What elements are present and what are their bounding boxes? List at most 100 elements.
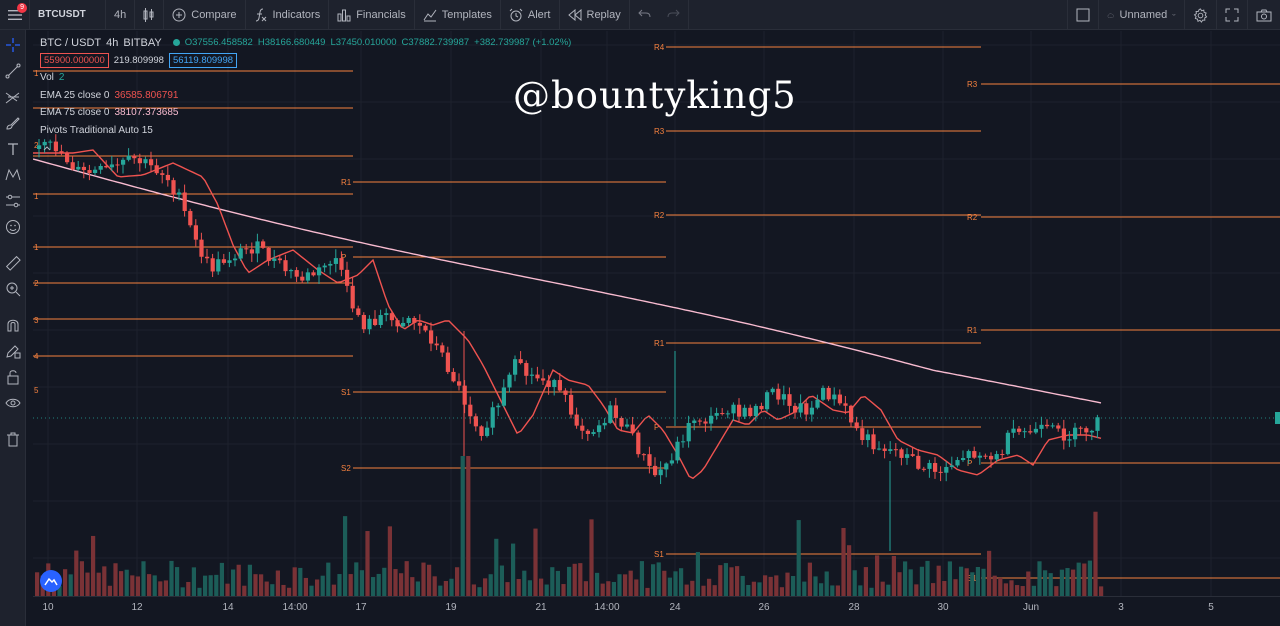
candle-body [165,174,170,181]
volume-bar [1048,573,1053,596]
lock-drawings-tool[interactable] [4,368,22,386]
pivots-label[interactable]: Pivots Traditional Auto 15 [40,124,153,136]
volume-bar [1054,586,1059,596]
cloud-icon [1107,13,1114,18]
volume-bar [303,577,308,596]
undo-icon [638,9,651,18]
brush-tool[interactable] [4,114,22,132]
volume-bar [886,584,891,596]
candle-body [776,388,781,400]
pivot-label: P [654,423,659,432]
time-axis-label: 14:00 [594,602,620,613]
trend-line-tool[interactable] [4,62,22,80]
buy-price-button[interactable]: 56119.809998 [168,52,238,68]
candle-body [496,405,501,408]
collapse-legend-button[interactable] [40,143,54,153]
candle-body [485,427,490,436]
candle-body [977,455,982,458]
candle-body [809,407,814,415]
plus-circle-icon [172,8,186,21]
stay-drawing-tool[interactable] [4,342,22,360]
alert-button[interactable]: Alert [501,0,560,30]
volume-bar [819,583,824,596]
volume-bar [623,574,628,596]
prediction-tool[interactable] [4,192,22,210]
volume-bar [735,566,740,596]
volume-bar [595,572,600,596]
volume-bar [275,570,280,596]
snapshot-button[interactable] [1247,0,1280,30]
hide-drawings-tool[interactable] [4,394,22,412]
notification-badge: 9 [17,2,27,13]
pivot-label: S2 [341,464,351,473]
square-icon [1076,8,1090,22]
pattern-tool[interactable] [4,166,22,184]
volume-bar [1031,585,1036,596]
candle-body [748,407,753,417]
templates-button[interactable]: Templates [415,0,501,30]
candle-body [910,454,915,456]
time-axis-label: 3 [1118,602,1124,613]
candle-body [445,352,450,372]
price-chart[interactable]: 12112345R1PS1S2R4R3R2R1PS1R3R2R1PS1 [33,31,1280,596]
volume-bar [494,538,499,596]
redo-button[interactable] [659,0,689,30]
candle-body [333,258,338,264]
candle-body [647,454,652,466]
fullscreen-button[interactable] [1216,0,1247,30]
pivot-label: R2 [967,213,978,222]
menu-button[interactable]: 9 [0,0,30,30]
volume-bar [981,568,986,596]
candle-body [149,159,154,166]
save-layout-button[interactable]: Unnamed [1098,0,1184,30]
replay-button[interactable]: Replay [560,0,630,30]
indicators-button[interactable]: Indicators [246,0,330,30]
layout-select-button[interactable] [1067,0,1098,30]
candle-body [121,159,126,165]
candle-body [126,155,131,160]
volume-bar [1082,563,1087,596]
volume-bar [421,562,426,596]
chart-type-button[interactable] [135,0,165,30]
sell-price-button[interactable]: 55900.000000 [40,52,109,68]
compare-button[interactable]: Compare [164,0,246,30]
trash-icon [7,432,19,447]
volume-bar [460,456,465,596]
pair-name[interactable]: BTC / USDT [40,36,102,49]
volume-bar [292,567,297,596]
candle-body [350,285,355,309]
remove-drawings-tool[interactable] [4,430,22,448]
settings-button[interactable] [1184,0,1216,30]
volume-bar [1015,585,1020,596]
zoom-tool[interactable] [4,280,22,298]
volume-bar [471,584,476,596]
candle-body [322,265,327,268]
tradingview-logo[interactable] [40,570,62,592]
candle-body [770,388,775,393]
symbol-search-button[interactable]: BTCUSDT [30,0,106,30]
measure-tool[interactable] [4,254,22,272]
candle-body [597,425,602,433]
candle-body [70,162,75,170]
vol-label[interactable]: Vol [40,72,54,84]
candle-body [815,399,820,408]
volume-bar [354,562,359,596]
time-axis[interactable]: 10 12 14 14:00 17 19 21 14:00 24 26 28 30 Jun 3 5 [33,596,1280,626]
undo-button[interactable] [630,0,659,30]
ema25-label[interactable]: EMA 25 close 0 [40,89,110,101]
interval-button[interactable]: 4h [106,0,136,30]
text-tool[interactable] [4,140,22,158]
icon-tool[interactable] [4,218,22,236]
volume-bar [919,566,924,596]
exchange-name: BITBAY [123,36,162,49]
magnet-tool[interactable] [4,316,22,334]
crosshair-tool[interactable] [4,36,22,54]
ema75-label[interactable]: EMA 75 close 0 [40,107,110,119]
volume-bar [796,520,801,596]
candle-body [277,258,282,261]
volume-bar [147,574,152,596]
financials-button[interactable]: Financials [329,0,415,30]
volume-bar [718,565,723,596]
fib-tool[interactable] [4,88,22,106]
candle-body [423,325,428,331]
